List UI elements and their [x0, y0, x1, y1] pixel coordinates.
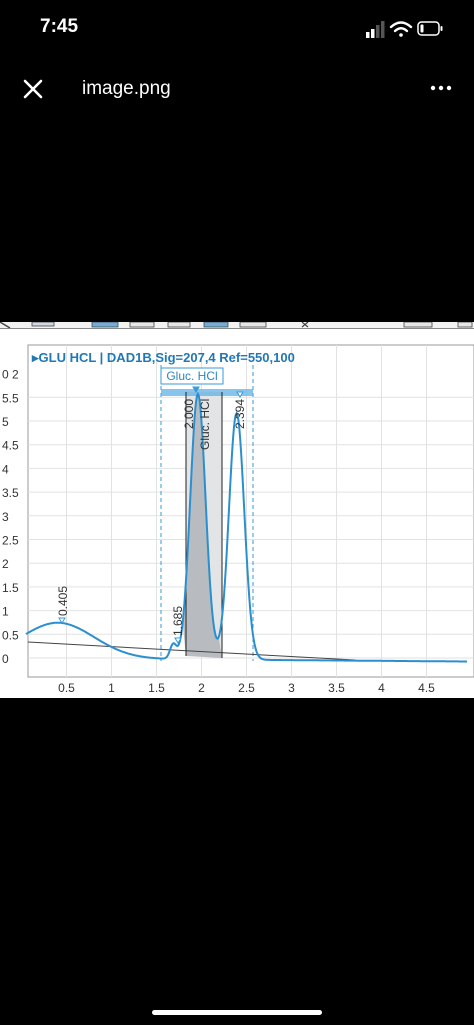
y-tick-label: 3.5 [2, 486, 19, 500]
peak-label-gluc-hcl: Gluc. HCl [198, 399, 212, 450]
x-tick-label: 1.5 [148, 681, 165, 695]
y-tick-label: 4.5 [2, 439, 19, 453]
x-axis-ticks: 0.5 1 1.5 2 2.5 3 3.5 4 4.5 [58, 681, 435, 695]
y-axis-ticks: 0 0.5 1 1.5 2 2.5 3 3.5 4 4.5 5 5.5 0 2 [2, 368, 19, 666]
y-tick-label: 4 [2, 462, 9, 476]
y-tick-label: 3 [2, 510, 9, 524]
x-tick-label: 2.5 [238, 681, 255, 695]
y-tick-label: 2.5 [2, 534, 19, 548]
chromatogram: Gluc. HCl 0.405 1.685 2.000 Gluc. HCl 2.… [0, 322, 474, 695]
y-tick-label: 1.5 [2, 581, 19, 595]
y-tick-label: 1 [2, 605, 9, 619]
peak-label-2394: 2.394 [233, 399, 247, 429]
y-tick-label: 5.5 [2, 391, 19, 405]
y-tick-label: 0 2 [2, 368, 19, 382]
cropped-toolbar-strip [0, 322, 474, 329]
battery-icon [417, 21, 443, 36]
x-tick-label: 0.5 [58, 681, 75, 695]
close-icon[interactable] [20, 76, 46, 102]
image-preview: Gluc. HCl 0.405 1.685 2.000 Gluc. HCl 2.… [0, 322, 474, 698]
viewer-toolbar: image.png [0, 62, 474, 114]
signal-trace [25, 391, 467, 663]
status-bar: 7:45 [0, 0, 474, 60]
baseline [27, 641, 356, 661]
compound-window: Gluc. HCl [160, 365, 254, 661]
peak-marker-1685 [174, 637, 182, 644]
peak-marker-2394 [236, 391, 244, 398]
file-title: image.png [82, 78, 171, 99]
cellular-signal-icon [366, 21, 385, 38]
peak-marker-0405 [58, 617, 66, 624]
home-indicator [152, 1010, 322, 1015]
peak-markers [58, 386, 244, 644]
y-tick-label: 5 [2, 415, 9, 429]
x-tick-label: 1 [108, 681, 115, 695]
signal-label: ▸GLU HCL | DAD1B,Sig=207,4 Ref=550,100 [31, 350, 295, 365]
clock: 7:45 [40, 16, 79, 37]
wifi-icon [389, 21, 413, 37]
x-tick-label: 2 [198, 681, 205, 695]
peak-marker-2000 [192, 386, 200, 393]
y-tick-label: 0.5 [2, 628, 19, 642]
more-options-icon[interactable] [426, 78, 456, 98]
grid [28, 345, 474, 677]
x-tick-label: 4.5 [418, 681, 435, 695]
status-icons [366, 21, 443, 38]
x-tick-label: 3.5 [328, 681, 345, 695]
x-tick-label: 3 [288, 681, 295, 695]
peak-label-0405: 0.405 [56, 586, 70, 616]
compound-label: Gluc. HCl [166, 369, 217, 383]
x-tick-label: 4 [378, 681, 385, 695]
y-tick-label: 0 [2, 652, 9, 666]
peak-label-2000: 2.000 [182, 399, 196, 429]
peak-label-1685: 1.685 [171, 606, 185, 636]
y-tick-label: 2 [2, 557, 9, 571]
